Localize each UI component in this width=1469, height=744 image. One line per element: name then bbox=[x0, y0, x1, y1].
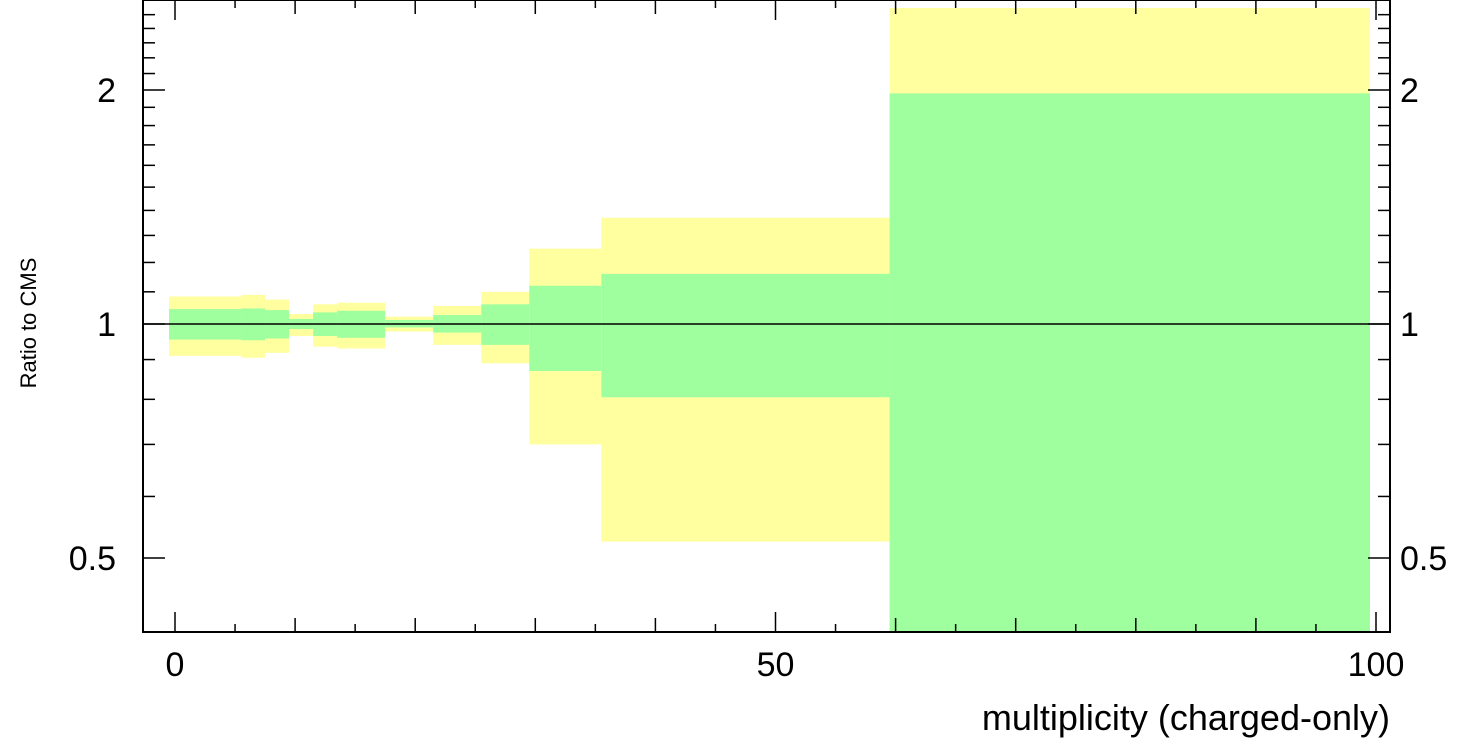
uncertainty-bands bbox=[168, 7, 1370, 633]
tick-labels: 0 50 100 0.5 0.5 1 1 2 2 bbox=[69, 72, 1448, 684]
axis-ticks bbox=[143, 0, 1390, 632]
y-axis-title: Ratio to CMS bbox=[16, 258, 41, 389]
inner-band-bin-9 bbox=[529, 285, 602, 372]
y-tick-label-right-0.5: 0.5 bbox=[1400, 540, 1447, 578]
plot-frame bbox=[142, 0, 1391, 633]
y-tick-label-left-0.5: 0.5 bbox=[69, 540, 116, 578]
y-tick-label-left-1: 1 bbox=[97, 306, 116, 344]
x-tick-label-0: 0 bbox=[166, 646, 185, 684]
inner-band-bin-11 bbox=[889, 93, 1370, 633]
x-axis-title: multiplicity (charged-only) bbox=[982, 697, 1390, 738]
inner-band-bin-10 bbox=[601, 273, 890, 398]
y-tick-label-left-2: 2 bbox=[97, 72, 116, 110]
x-tick-label-50: 50 bbox=[757, 646, 795, 684]
y-tick-label-right-1: 1 bbox=[1400, 306, 1419, 344]
y-tick-label-right-2: 2 bbox=[1400, 72, 1419, 110]
x-tick-label-100: 100 bbox=[1348, 646, 1405, 684]
